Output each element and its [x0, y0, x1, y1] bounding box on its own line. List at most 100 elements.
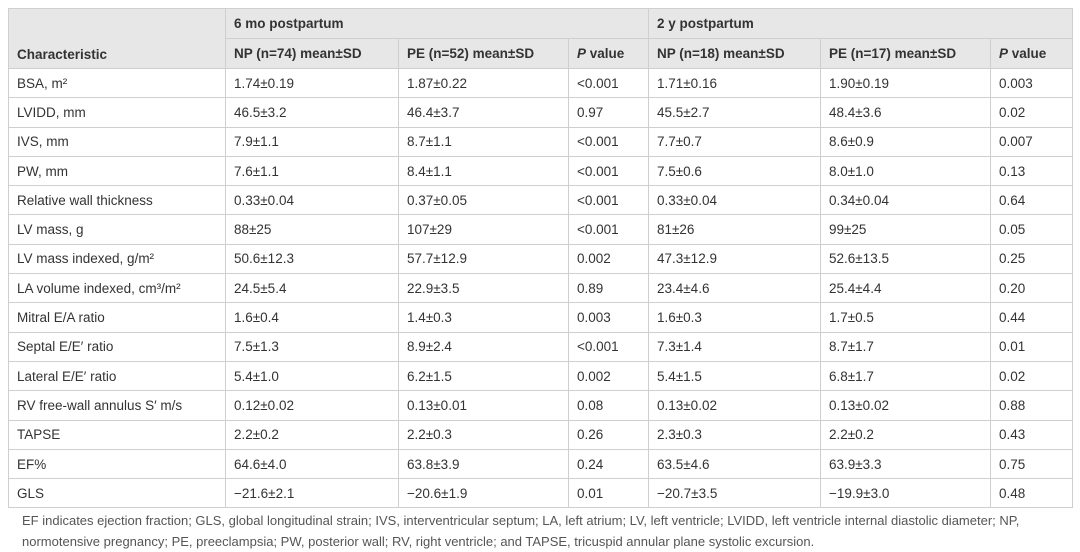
cell: 0.88 [989, 390, 1074, 421]
cell: 0.08 [568, 390, 649, 421]
column-header: PE (n=17) mean±SD [820, 38, 991, 69]
column-header: P value [568, 38, 649, 69]
cell: 2.3±0.3 [648, 419, 821, 450]
cell: 0.13±0.01 [398, 390, 569, 421]
cell: <0.001 [568, 331, 649, 362]
column-header: Characteristic [8, 8, 226, 69]
cell: −21.6±2.1 [225, 478, 399, 509]
table-row: Septal E/E′ ratio 7.5±1.3 8.9±2.4 <0.001 7.3… [8, 331, 1074, 362]
cell: 81±26 [648, 214, 821, 245]
cell: 88±25 [225, 214, 399, 245]
row-label: TAPSE [8, 419, 226, 450]
column-header: NP (n=18) mean±SD [648, 38, 821, 69]
cell: 8.4±1.1 [398, 155, 569, 187]
cell: −20.6±1.9 [398, 478, 569, 509]
cell: 45.5±2.7 [648, 97, 821, 128]
cell: 0.12±0.02 [225, 390, 399, 421]
cell: 63.8±3.9 [398, 448, 569, 480]
cell: 0.89 [568, 273, 649, 304]
cell: 8.0±1.0 [820, 155, 991, 187]
cell: 0.007 [989, 126, 1074, 157]
cell: 23.4±4.6 [648, 273, 821, 304]
cell: 63.9±3.3 [820, 448, 991, 480]
cell: 63.5±4.6 [648, 448, 821, 480]
cell: 7.5±0.6 [648, 155, 821, 187]
table-row: EF% 64.6±4.0 63.8±3.9 0.24 63.5±4.6 63.9±3.3 0… [8, 448, 1074, 480]
cell: 1.87±0.22 [398, 67, 569, 99]
table-row: GLS −21.6±2.1 −20.6±1.9 0.01 −20.7±3.5 −19.9±… [8, 478, 1074, 509]
cell: 0.26 [568, 419, 649, 450]
cell: 0.97 [568, 97, 649, 128]
cell: 1.74±0.19 [225, 67, 399, 99]
cell: 1.90±0.19 [820, 67, 991, 99]
cell: 107±29 [398, 214, 569, 245]
row-label: Mitral E/A ratio [8, 302, 226, 333]
table-row: LV mass indexed, g/m² 50.6±12.3 57.7±12.9 0… [8, 243, 1074, 275]
cell: 8.6±0.9 [820, 126, 991, 157]
cell: 7.6±1.1 [225, 155, 399, 187]
cell: 2.2±0.3 [398, 419, 569, 450]
cell: 1.4±0.3 [398, 302, 569, 333]
cell: 7.9±1.1 [225, 126, 399, 157]
cell: 7.3±1.4 [648, 331, 821, 362]
cell: 5.4±1.5 [648, 360, 821, 392]
cell: 57.7±12.9 [398, 243, 569, 275]
cell: 0.34±0.04 [820, 185, 991, 216]
cell: 8.9±2.4 [398, 331, 569, 362]
row-label: LA volume indexed, cm³/m² [8, 273, 226, 304]
cell: 0.37±0.05 [398, 185, 569, 216]
cell: <0.001 [568, 214, 649, 245]
table-row: LA volume indexed, cm³/m² 24.5±5.4 22.9±3.… [8, 273, 1074, 304]
cell: 0.02 [989, 360, 1074, 392]
cell: 0.24 [568, 448, 649, 480]
table-row: Lateral E/E′ ratio 5.4±1.0 6.2±1.5 0.002 5.4… [8, 360, 1074, 392]
cell: 6.2±1.5 [398, 360, 569, 392]
cell: 8.7±1.1 [398, 126, 569, 157]
cell: 0.64 [989, 185, 1074, 216]
cell: <0.001 [568, 155, 649, 187]
cell: 8.7±1.7 [820, 331, 991, 362]
table-row: IVS, mm 7.9±1.1 8.7±1.1 <0.001 7.7±0.7 8.6±0.… [8, 126, 1074, 157]
cell: 0.44 [989, 302, 1074, 333]
cell: 47.3±12.9 [648, 243, 821, 275]
table-row: TAPSE 2.2±0.2 2.2±0.3 0.26 2.3±0.3 2.2±0.2 0.4… [8, 419, 1074, 450]
cell: 0.43 [989, 419, 1074, 450]
row-label: IVS, mm [8, 126, 226, 157]
header-row: NP (n=74) mean±SD PE (n=52) mean±SD P valu… [9, 38, 1074, 69]
row-label: RV free-wall annulus S′ m/s [8, 390, 226, 421]
table-row: RV free-wall annulus S′ m/s 0.12±0.02 0.13… [8, 390, 1074, 421]
cell: 7.5±1.3 [225, 331, 399, 362]
cell: <0.001 [568, 185, 649, 216]
table-row: Mitral E/A ratio 1.6±0.4 1.4±0.3 0.003 1.6±0… [8, 302, 1074, 333]
cell: 5.4±1.0 [225, 360, 399, 392]
header-row: Characteristic 6 mo postpartum 2 y postpar… [8, 8, 1074, 69]
table-row: LVIDD, mm 46.5±3.2 46.4±3.7 0.97 45.5±2.7 48.… [8, 97, 1074, 128]
column-header: PE (n=52) mean±SD [398, 38, 569, 69]
cell: 24.5±5.4 [225, 273, 399, 304]
group-header: 2 y postpartum [647, 8, 1074, 39]
cell: 50.6±12.3 [225, 243, 399, 275]
cell: 2.2±0.2 [820, 419, 991, 450]
cell: 25.4±4.4 [820, 273, 991, 304]
cell: 64.6±4.0 [225, 448, 399, 480]
cell: 1.6±0.3 [648, 302, 821, 333]
row-label: GLS [8, 478, 226, 509]
cell: 6.8±1.7 [820, 360, 991, 392]
cell: 0.13±0.02 [648, 390, 821, 421]
cell: 7.7±0.7 [648, 126, 821, 157]
cell: 0.75 [989, 448, 1074, 480]
cell: 0.33±0.04 [648, 185, 821, 216]
cell: 0.003 [989, 67, 1074, 99]
cell: −20.7±3.5 [648, 478, 821, 509]
row-label: EF% [8, 448, 226, 480]
table-row: Relative wall thickness 0.33±0.04 0.37±0.0… [8, 185, 1074, 216]
cell: 0.02 [989, 97, 1074, 128]
cell: 0.05 [989, 214, 1074, 245]
cell: 0.01 [568, 478, 649, 509]
table-head: Characteristic 6 mo postpartum 2 y postpar… [8, 8, 1074, 69]
cell: 1.7±0.5 [820, 302, 991, 333]
column-header: NP (n=74) mean±SD [225, 38, 399, 69]
cell: 22.9±3.5 [398, 273, 569, 304]
cell: 0.13±0.02 [820, 390, 991, 421]
